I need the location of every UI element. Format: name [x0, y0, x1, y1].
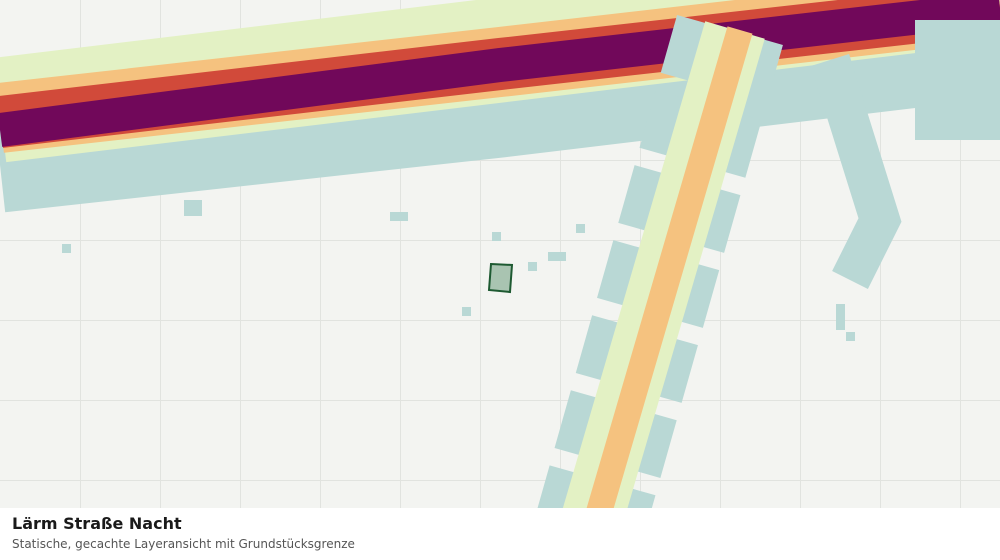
noise-layer-road — [527, 15, 783, 560]
map-subtitle: Statische, gecachte Layeransicht mit Gru… — [12, 537, 355, 551]
map-title: Lärm Straße Nacht — [12, 514, 182, 533]
noise-layer-highway — [0, 0, 1000, 289]
parcel-boundary — [487, 262, 514, 294]
caption-panel: Lärm Straße Nacht Statische, gecachte La… — [0, 508, 1000, 560]
noise-patches — [62, 200, 855, 341]
